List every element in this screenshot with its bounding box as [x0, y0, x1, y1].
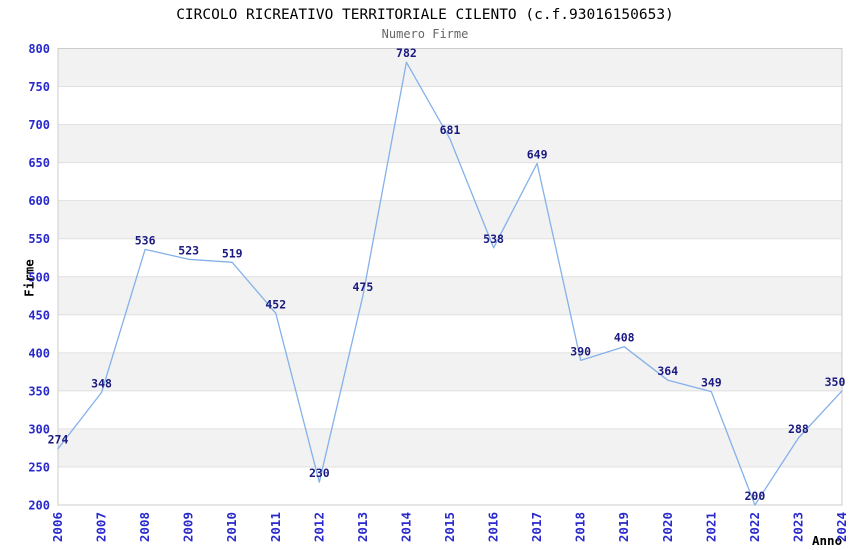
data-label: 348 — [91, 376, 112, 390]
y-tick-label: 800 — [28, 42, 50, 56]
data-label: 230 — [309, 466, 330, 480]
y-tick-label: 650 — [28, 156, 50, 170]
x-tick-label: 2020 — [660, 512, 675, 542]
y-tick-label: 500 — [28, 270, 50, 284]
y-tick-label: 700 — [28, 118, 50, 132]
y-tick-label: 550 — [28, 232, 50, 246]
data-label: 536 — [135, 233, 156, 247]
data-label: 519 — [222, 246, 243, 260]
y-tick-label: 450 — [28, 308, 50, 322]
y-tick-label: 400 — [28, 346, 50, 360]
grid-band — [58, 352, 842, 391]
data-label: 681 — [440, 123, 461, 137]
chart-subtitle: Numero Firme — [381, 27, 469, 41]
grid-band — [58, 48, 842, 87]
data-label: 538 — [483, 232, 504, 246]
x-tick-label: 2008 — [137, 512, 152, 542]
y-tick-label: 200 — [28, 499, 50, 513]
x-tick-label: 2009 — [181, 512, 196, 542]
plot-border — [57, 48, 843, 506]
x-tick-label: 2015 — [442, 512, 457, 542]
x-tick-label: 2022 — [747, 512, 762, 542]
y-tick-label: 300 — [28, 422, 50, 436]
x-tick-label: 2017 — [529, 512, 544, 542]
data-label: 452 — [265, 297, 286, 311]
x-tick-label: 2016 — [486, 512, 501, 542]
data-label: 475 — [352, 280, 373, 294]
data-label: 274 — [48, 433, 69, 447]
data-label: 350 — [825, 375, 846, 389]
data-label: 288 — [788, 422, 809, 436]
data-label: 649 — [527, 147, 548, 161]
data-label: 349 — [701, 376, 722, 390]
y-tick-label: 350 — [28, 384, 50, 398]
grid-band — [58, 124, 842, 163]
data-label: 523 — [178, 243, 199, 257]
x-tick-label: 2011 — [268, 512, 283, 542]
x-tick-label: 2021 — [703, 512, 718, 542]
x-tick-label: 2007 — [94, 512, 109, 542]
data-label: 782 — [396, 46, 417, 60]
grid-band — [58, 276, 842, 315]
data-label: 200 — [744, 489, 765, 503]
x-tick-label: 2018 — [573, 512, 588, 542]
y-tick-label: 600 — [28, 194, 50, 208]
x-tick-label: 2023 — [790, 512, 805, 542]
y-tick-label: 250 — [28, 460, 50, 474]
data-label: 390 — [570, 344, 591, 358]
x-tick-label: 2010 — [224, 512, 239, 542]
x-tick-label: 2014 — [398, 512, 413, 542]
data-label: 408 — [614, 331, 635, 345]
x-tick-label: 2006 — [50, 512, 65, 542]
x-axis-title: Anno — [812, 533, 843, 548]
data-label: 364 — [657, 364, 678, 378]
x-tick-label: 2013 — [355, 512, 370, 542]
grid-band — [58, 428, 842, 467]
x-tick-label: 2019 — [616, 512, 631, 542]
chart-title: CIRCOLO RICREATIVO TERRITORIALE CILENTO … — [176, 7, 674, 23]
chart-line — [57, 61, 843, 506]
x-tick-label: 2012 — [311, 512, 326, 542]
x-tick-label: 2024 — [834, 512, 849, 542]
y-tick-label: 750 — [28, 80, 50, 94]
grid-band — [58, 200, 842, 239]
